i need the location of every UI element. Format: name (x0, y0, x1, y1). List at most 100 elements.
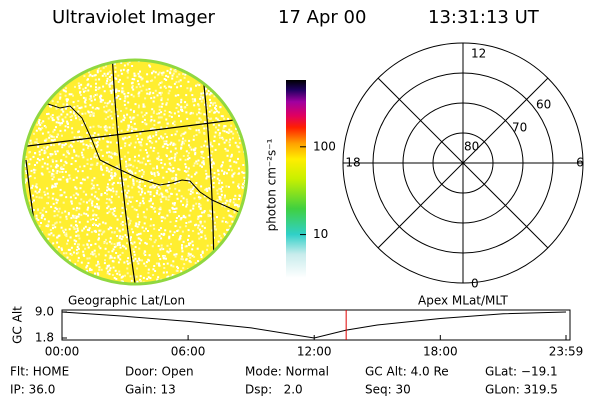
speckle (77, 155, 80, 158)
speckle (124, 97, 127, 100)
panel-label: Geographic Lat/Lon (68, 294, 185, 308)
speckle (132, 180, 135, 183)
speckle (160, 99, 163, 102)
speckle (131, 127, 134, 130)
speckle (61, 146, 64, 149)
speckle (73, 106, 76, 109)
speckle (221, 136, 224, 139)
speckle (166, 250, 169, 253)
speckle (40, 196, 43, 199)
speckle (108, 178, 111, 181)
speckle (174, 143, 177, 146)
speckle (54, 153, 57, 156)
speckle (109, 256, 112, 259)
speckle (165, 257, 167, 260)
speckle (103, 262, 106, 265)
speckle (130, 126, 133, 128)
speckle (49, 154, 52, 157)
speckle (157, 116, 160, 119)
speckle (115, 77, 118, 80)
speckle (112, 83, 115, 85)
speckle (209, 101, 212, 104)
speckle (106, 242, 108, 245)
speckle (238, 172, 241, 175)
speckle (192, 207, 195, 210)
speckle (36, 209, 39, 212)
x-tick-label: 18:00 (423, 345, 458, 359)
speckle (84, 102, 87, 104)
speckle (83, 100, 86, 103)
speckle (178, 215, 180, 218)
speckle (92, 184, 95, 187)
speckle (82, 253, 85, 256)
speckle (106, 270, 109, 273)
speckle (225, 220, 227, 223)
speckle (174, 225, 177, 228)
speckle (121, 224, 124, 227)
speckle (32, 194, 34, 197)
speckle (173, 156, 176, 159)
speckle (165, 118, 168, 121)
speckle (97, 67, 100, 70)
speckle (95, 197, 98, 200)
speckle (205, 188, 208, 190)
speckle (172, 265, 175, 268)
speckle (29, 151, 31, 153)
speckle (76, 246, 79, 248)
speckle (107, 141, 110, 144)
speckle (172, 142, 175, 145)
speckle (217, 128, 220, 131)
speckle (150, 115, 153, 118)
speckle (145, 261, 148, 264)
speckle (170, 264, 173, 267)
speckle (104, 238, 107, 241)
speckle (237, 205, 240, 208)
speckle (53, 210, 56, 213)
speckle (163, 78, 166, 80)
speckle (121, 206, 124, 209)
speckle (66, 242, 69, 245)
speckle (122, 201, 125, 204)
speckle (118, 237, 121, 240)
speckle (194, 224, 196, 227)
speckle (90, 187, 93, 190)
speckle (36, 157, 39, 160)
speckle (50, 139, 53, 142)
speckle (124, 95, 127, 98)
speckle (120, 147, 123, 150)
speckle (213, 172, 216, 175)
speckle (100, 98, 103, 101)
speckle (82, 250, 85, 253)
speckle (93, 132, 96, 134)
speckle (139, 161, 142, 164)
speckle (108, 151, 111, 154)
speckle (185, 205, 188, 208)
speckle (187, 254, 190, 257)
speckle (151, 186, 154, 189)
speckle (50, 144, 53, 147)
speckle (140, 78, 143, 81)
speckle (189, 112, 192, 115)
speckle (97, 153, 100, 156)
speckle (144, 216, 147, 219)
speckle (138, 170, 141, 173)
earth-image (23, 60, 247, 284)
speckle (55, 198, 58, 201)
speckle (83, 178, 86, 181)
speckle (81, 170, 84, 173)
speckle (167, 184, 170, 187)
speckle (96, 69, 99, 72)
speckle (136, 260, 139, 263)
speckle (148, 180, 151, 183)
speckle (197, 104, 200, 107)
speckle (137, 223, 140, 226)
speckle (122, 183, 125, 186)
speckle (121, 137, 124, 140)
speckle (133, 78, 136, 81)
speckle (171, 206, 174, 209)
speckle (167, 92, 170, 95)
speckle (189, 209, 192, 212)
speckle (39, 123, 42, 126)
speckle (158, 112, 161, 115)
speckle (126, 95, 129, 98)
